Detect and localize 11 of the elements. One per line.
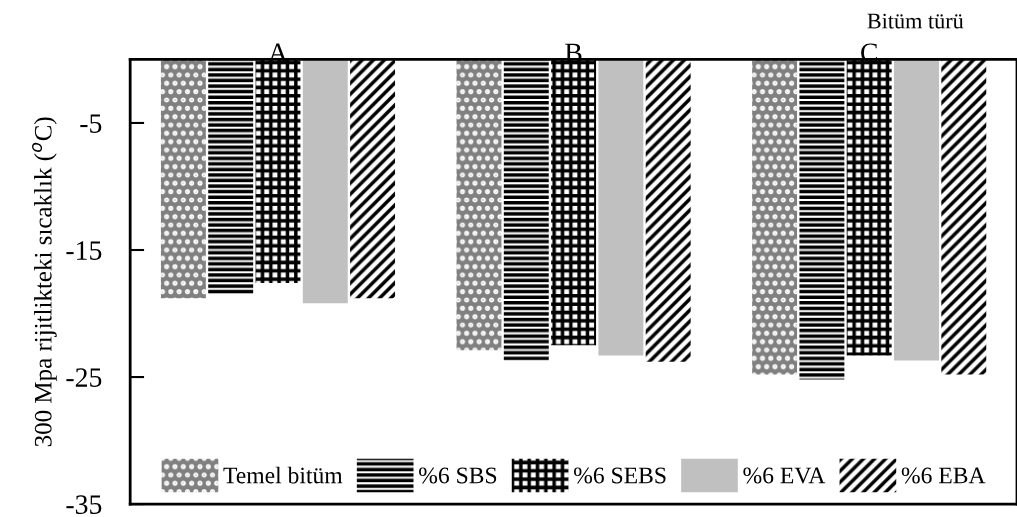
y-tick-label: -5 bbox=[80, 114, 102, 133]
x-axis-title: Bitüm türü bbox=[867, 13, 964, 29]
y-tick-label: -15 bbox=[66, 241, 102, 260]
legend-label: Temel bitüm bbox=[223, 466, 343, 484]
y-tick-label: -25 bbox=[66, 368, 102, 387]
legend-label: %6 EBA bbox=[901, 467, 986, 484]
legend-label: %6 SEBS bbox=[573, 467, 666, 484]
y-axis-title: 300 Mpa rijitlikteki sıcaklık ($^{o}$C) bbox=[32, 117, 57, 447]
legend-label: %6 EVA bbox=[743, 467, 826, 484]
y-tick-label: -35 bbox=[66, 495, 102, 514]
legend-label: %6 SBS bbox=[419, 467, 497, 484]
